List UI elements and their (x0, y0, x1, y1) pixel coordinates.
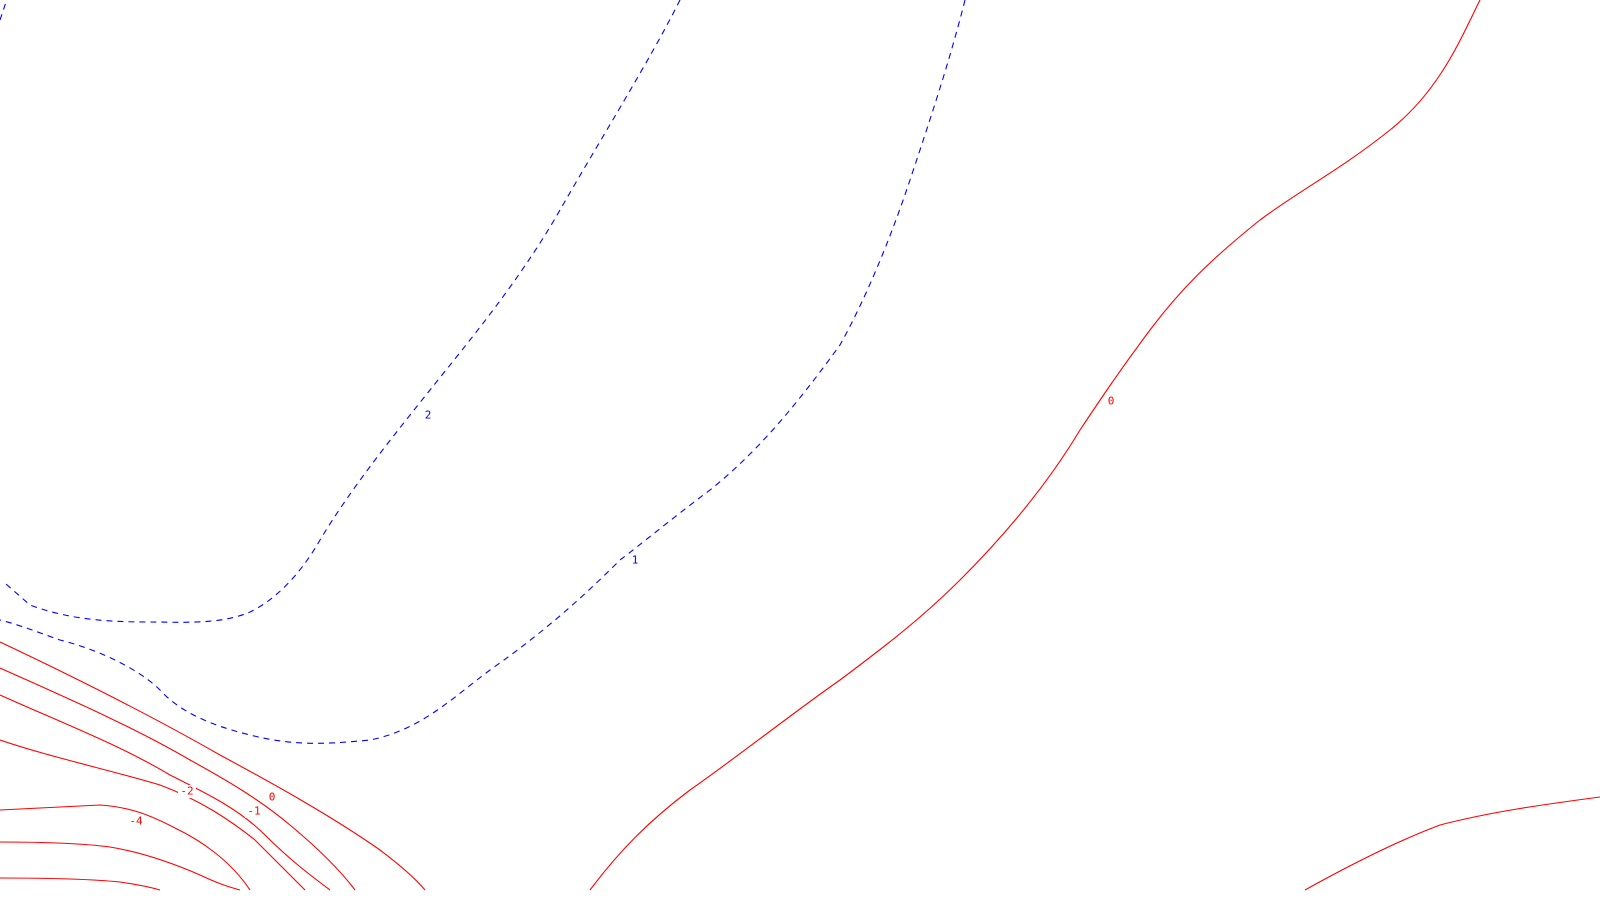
contour-label-zero-lower-left: 0 (267, 791, 277, 804)
svg-text:-4: -4 (129, 815, 143, 828)
svg-text:0: 0 (1108, 395, 1115, 408)
contour-label-minus-4: -4 (127, 815, 145, 828)
contour-label-zero-main: 0 (1106, 395, 1116, 408)
contour-line-minus-2 (0, 694, 331, 891)
contour-line-zero-lower-right (1304, 796, 1600, 891)
contour-line-minus-6 (0, 877, 161, 891)
contour-line-plus-2 (0, 0, 681, 623)
contour-line-minus-1 (0, 667, 356, 891)
svg-text:-1: -1 (247, 805, 260, 818)
contour-line-minus-4 (0, 804, 251, 891)
contour-label-minus-2: -2 (178, 785, 196, 798)
contour-label-plus-2: 2 (423, 409, 433, 422)
svg-text:2: 2 (425, 409, 432, 422)
contour-line-minus-5 (0, 841, 241, 891)
contour-line-zero-main (589, 0, 1481, 891)
svg-text:-2: -2 (180, 785, 193, 798)
contour-label-plus-1: 1 (630, 554, 640, 567)
contour-line-zero-lower-left (0, 641, 426, 891)
svg-text:1: 1 (632, 554, 639, 567)
contour-line-minus-3 (0, 739, 306, 891)
svg-text:0: 0 (269, 791, 276, 804)
contour-line-plus-1 (0, 0, 966, 744)
contour-label-minus-1: -1 (245, 805, 263, 818)
